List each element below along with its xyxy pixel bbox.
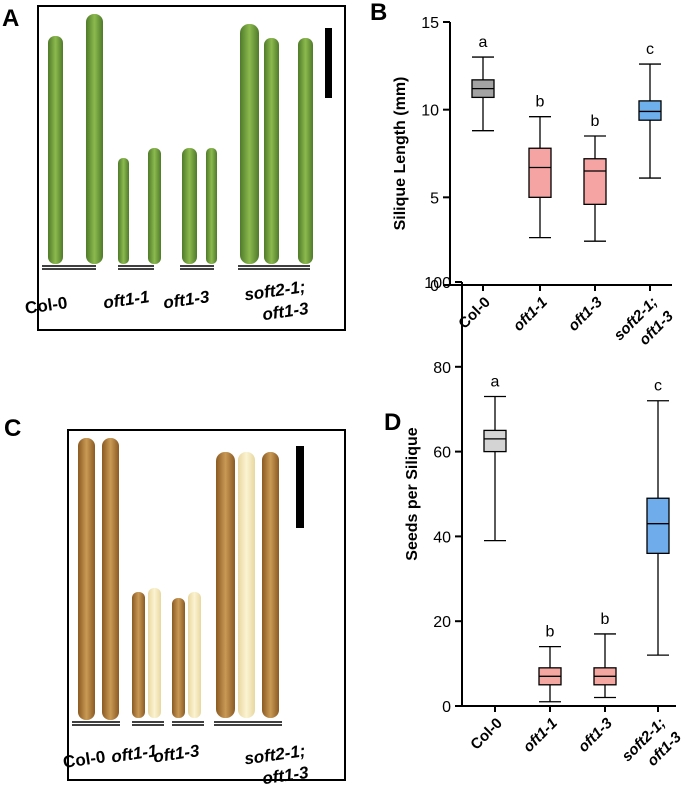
box xyxy=(483,395,507,542)
y-tick-label: 15 xyxy=(421,15,439,32)
y-axis-label: Seeds per Silique xyxy=(404,427,421,560)
box-body xyxy=(528,147,552,198)
box xyxy=(528,116,552,239)
significance-letter: b xyxy=(536,94,545,111)
y-tick-label: 0 xyxy=(442,699,451,716)
photo-c xyxy=(67,429,346,781)
y-tick-label: 60 xyxy=(433,445,451,462)
panel-letter: B xyxy=(370,0,387,26)
panel-letter: C xyxy=(4,415,21,442)
significance-letter: b xyxy=(601,611,610,628)
category-label: oft1-3 xyxy=(575,714,616,755)
box xyxy=(583,135,607,242)
photo-a xyxy=(37,5,346,331)
y-tick-label: 20 xyxy=(433,614,451,631)
y-tick-label: 40 xyxy=(433,529,451,546)
category-label: Col-0 xyxy=(467,715,506,754)
y-tick-label: 5 xyxy=(430,190,439,207)
category-label: oft1-1 xyxy=(510,294,551,335)
y-tick-label: 0 xyxy=(430,278,439,295)
box-body xyxy=(483,429,507,453)
category-label: oft1-1 xyxy=(520,715,561,756)
y-tick-label: 80 xyxy=(433,360,451,377)
significance-letter: b xyxy=(546,624,555,641)
y-tick-label: 100 xyxy=(424,275,451,292)
panel-letter: D xyxy=(384,409,401,436)
box-body xyxy=(646,497,670,555)
box xyxy=(471,56,495,132)
box-body xyxy=(638,100,662,121)
y-tick-label: 10 xyxy=(421,103,439,120)
box xyxy=(646,400,670,656)
box xyxy=(593,633,617,699)
significance-letter: c xyxy=(646,41,654,58)
box-body xyxy=(583,158,607,205)
significance-letter: b xyxy=(591,113,600,130)
significance-letter: a xyxy=(479,34,488,51)
y-axis-label: Silique Length (mm) xyxy=(392,77,409,231)
significance-letter: a xyxy=(491,373,500,390)
box xyxy=(538,645,562,703)
significance-letter: c xyxy=(654,378,662,395)
panel-letter: A xyxy=(2,5,19,32)
box xyxy=(638,63,662,179)
category-label: oft1-3 xyxy=(565,293,606,334)
